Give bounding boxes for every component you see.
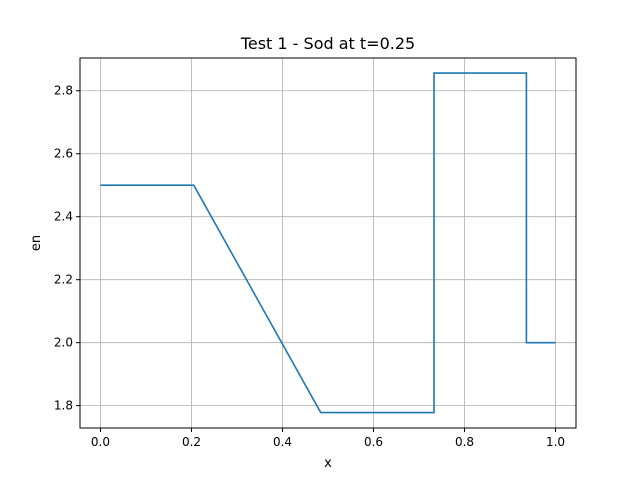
x-tick-label: 0.0 <box>91 435 110 449</box>
x-tick-label: 0.8 <box>455 435 474 449</box>
x-tick-label: 1.0 <box>546 435 565 449</box>
x-tick-label: 0.4 <box>273 435 292 449</box>
grid <box>80 58 576 428</box>
x-tick-label: 0.2 <box>182 435 201 449</box>
plot-area <box>80 58 576 428</box>
x-tick-label: 0.6 <box>364 435 383 449</box>
y-tick-label: 2.0 <box>54 336 73 350</box>
series-layer <box>100 72 556 414</box>
x-axis-label: x <box>324 456 332 471</box>
series-line-0 <box>100 72 556 414</box>
x-axis: 0.0 0.2 0.4 0.6 0.8 1.0 <box>91 428 565 449</box>
y-axis-label: en <box>29 235 44 251</box>
y-axis: 1.8 2.0 2.2 2.4 2.6 2.8 <box>54 84 80 413</box>
axes-frame <box>79 57 577 429</box>
y-tick-label: 2.4 <box>54 210 73 224</box>
y-tick-label: 1.8 <box>54 399 73 413</box>
y-tick-label: 2.8 <box>54 84 73 98</box>
y-tick-label: 2.2 <box>54 273 73 287</box>
chart-title: Test 1 - Sod at t=0.25 <box>240 34 415 53</box>
y-tick-label: 2.6 <box>54 147 73 161</box>
